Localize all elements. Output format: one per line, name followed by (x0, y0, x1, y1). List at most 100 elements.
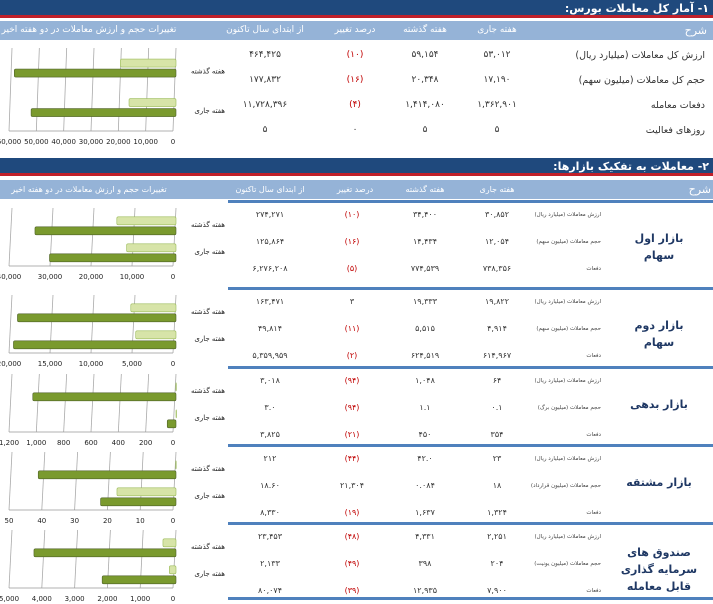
col-desc: شرح (684, 24, 707, 37)
gridline (145, 373, 150, 433)
cell-ytd: ۲,۱۳۳ (260, 559, 280, 568)
tick-label: 10 (136, 517, 145, 525)
cell-current: ۱۷,۱۹۰ (483, 75, 511, 85)
gridline (8, 207, 13, 267)
tick-label: 50,000 (24, 138, 49, 146)
tick-label: 20,000 (0, 360, 21, 368)
row-sublabel: دفعات (586, 510, 601, 516)
bar (116, 487, 177, 497)
gridline (41, 529, 46, 589)
bar-chart: 0 5,000 10,000 15,000 20,000 هفته گذشته هفته ج… (0, 294, 225, 368)
tick-label: 40,000 (51, 138, 76, 146)
bar (32, 392, 177, 402)
gridline (90, 373, 95, 433)
col-desc: شرح (688, 183, 711, 196)
cell-last: ۴,۳۳۱ (415, 532, 435, 541)
market-chart: 0 5,000 10,000 15,000 20,000 هفته گذشته هفته ج… (0, 289, 228, 369)
cell-ytd: ۱۲۵,۸۶۴ (255, 237, 285, 246)
bar (175, 382, 177, 392)
cell-change: ۳ (349, 297, 355, 306)
cell-ytd: ۴۹,۸۱۴ (257, 324, 283, 333)
tick-label: 1,200 (0, 439, 19, 447)
cell-change: (۱۶) (346, 75, 364, 85)
cell-change: (۴) (349, 100, 361, 110)
cell-current: ۶۱۴,۹۶۷ (482, 351, 512, 360)
tick-label: 30,000 (79, 138, 104, 146)
cell-change: (۱۰) (346, 50, 364, 60)
cell-last: ۵,۵۱۵ (415, 324, 435, 333)
tick-label: 30 (70, 517, 79, 525)
col-last-week: هفته گذشته (403, 25, 447, 35)
cell-current: ۲۰۴ (490, 559, 504, 568)
tick-label: 0 (171, 360, 175, 368)
cell-change: ۲۱,۳۰۴ (339, 481, 365, 490)
cell-current: ۱,۳۲۴ (487, 508, 507, 517)
cell-ytd: ۲۷۴,۲۷۱ (255, 210, 285, 219)
tick-label: 30,000 (38, 273, 63, 281)
gridline (41, 451, 46, 511)
cell-change: ۰ (352, 125, 358, 135)
tick-label: 15,000 (38, 360, 63, 368)
tick-label: 800 (57, 439, 70, 447)
category-label: هفته جاری (194, 107, 225, 115)
cell-last: ۶۲۴,۵۱۹ (410, 351, 440, 360)
chart-title: تغییرات حجم و ارزش معاملات در دو هفته اخ… (1, 25, 177, 35)
col-current-week: هفته جاری (477, 25, 517, 35)
cell-ytd: ۳.۰ (264, 403, 276, 412)
bar (175, 409, 177, 419)
bar (120, 58, 177, 68)
col-change: درصد تغییر (334, 25, 376, 35)
tick-label: 0 (171, 439, 175, 447)
tick-label: 10,000 (120, 273, 145, 281)
gridline (74, 451, 78, 511)
cell-current: ۰.۱ (491, 403, 503, 412)
row-desc: حجم کل معاملات (میلیون سهم) (578, 75, 705, 86)
cell-current: ۳۰,۸۵۲ (484, 210, 510, 219)
category-label: هفته گذشته (191, 67, 225, 76)
category-label: هفته گذشته (191, 307, 225, 316)
cell-change: (۲) (346, 351, 358, 360)
section1-column-header: تغییرات حجم و ارزش معاملات در دو هفته اخ… (0, 21, 713, 40)
block-separator (228, 287, 713, 290)
tick-label: 40 (37, 517, 46, 525)
bar (128, 98, 177, 107)
cell-current: ۱,۳۶۲,۹۰۱ (477, 100, 517, 110)
cell-ytd: ۱۸.۶۰ (260, 481, 280, 490)
cell-change: (۹۴) (344, 376, 360, 385)
tick-label: 1,000 (130, 595, 150, 603)
cell-last: ۱۴,۴۳۴ (412, 237, 438, 246)
gridline (8, 451, 13, 511)
category-label: هفته گذشته (191, 542, 225, 551)
row-sublabel: ارزش معاملات (میلیارد ریال) (534, 534, 602, 540)
col-last-week: هفته گذشته (405, 185, 445, 194)
category-label: هفته گذشته (191, 220, 225, 229)
cell-last: ۴۵۰ (418, 430, 432, 439)
col-ytd: از ابتدای سال تاکنون (235, 185, 305, 194)
cell-current: ۱۲,۰۵۴ (484, 237, 510, 246)
block-separator (228, 444, 713, 447)
cell-last: ۲۰,۳۴۸ (411, 75, 439, 85)
market-chart: 0 200 400 600 800 1,000 1,200 هفته گذشته هفته جا… (0, 368, 228, 448)
row-desc: روزهای فعالیت (645, 125, 705, 136)
cell-change: (۵) (346, 264, 358, 273)
gridline (74, 529, 78, 589)
tick-label: 5,000 (0, 595, 19, 603)
cell-change: (۱۹) (344, 508, 360, 517)
cell-change: (۴۸) (344, 532, 360, 541)
tick-label: 10,000 (79, 360, 104, 368)
tick-label: 200 (139, 439, 152, 447)
gridline (8, 529, 13, 589)
block-separator (228, 200, 713, 203)
market-name: بازار بدهی (630, 398, 688, 411)
bar (175, 460, 177, 470)
cell-current: ۴,۹۱۴ (487, 324, 507, 333)
tick-label: 4,000 (32, 595, 52, 603)
cell-ytd: ۳,۰۱۸ (260, 376, 280, 385)
cell-current: ۳۵۴ (490, 430, 504, 439)
category-label: هفته جاری (194, 492, 225, 500)
bar (14, 68, 177, 78)
tick-label: 40,000 (0, 273, 21, 281)
cell-last: ۵۹,۱۵۴ (411, 50, 439, 60)
bar (30, 108, 177, 117)
